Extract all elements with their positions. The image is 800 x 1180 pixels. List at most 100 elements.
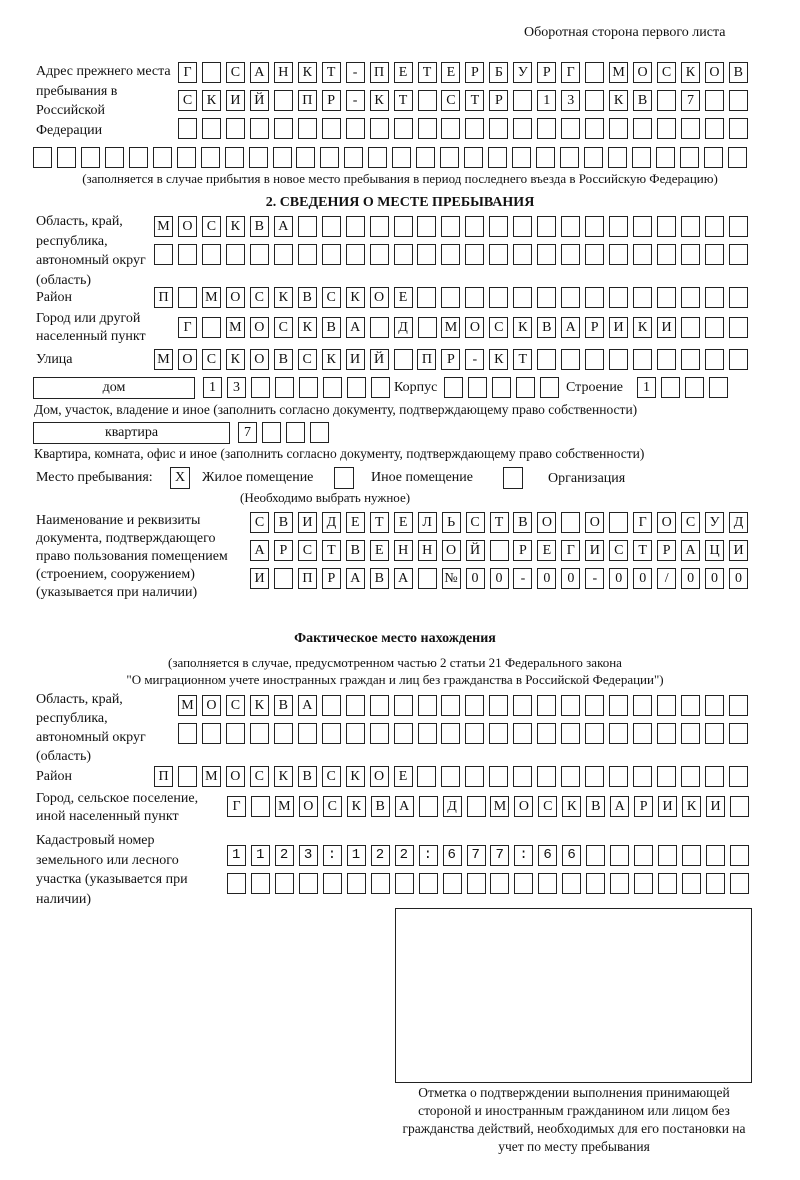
char-cell[interactable]	[297, 216, 317, 237]
char-cell[interactable]	[345, 244, 365, 265]
stay-option-residential-checkbox[interactable]: X	[170, 467, 190, 489]
char-cell[interactable]	[561, 287, 581, 308]
char-cell[interactable]	[658, 873, 678, 894]
char-cell[interactable]	[296, 147, 316, 168]
char-cell[interactable]: В	[249, 216, 269, 237]
char-cell[interactable]	[417, 118, 437, 139]
char-cell[interactable]	[345, 118, 365, 139]
char-cell[interactable]	[273, 723, 293, 744]
char-cell[interactable]: К	[633, 317, 653, 338]
char-cell[interactable]	[537, 723, 557, 744]
char-cell[interactable]	[104, 147, 124, 168]
char-cell[interactable]	[154, 244, 173, 265]
char-cell[interactable]	[655, 147, 675, 168]
char-cell[interactable]	[561, 244, 581, 265]
char-cell[interactable]	[261, 422, 281, 443]
char-cell[interactable]: В	[633, 90, 653, 111]
char-cell[interactable]	[660, 377, 680, 398]
char-cell[interactable]: К	[609, 90, 629, 111]
char-cell[interactable]	[656, 244, 676, 265]
char-cell[interactable]	[321, 723, 341, 744]
char-cell[interactable]	[727, 147, 747, 168]
char-cell[interactable]: С	[321, 287, 341, 308]
char-cell[interactable]	[488, 147, 508, 168]
char-cell[interactable]: А	[273, 216, 293, 237]
char-cell[interactable]: Е	[537, 540, 557, 561]
char-cell[interactable]	[633, 723, 653, 744]
char-cell[interactable]	[680, 244, 700, 265]
char-cell[interactable]	[729, 873, 749, 894]
char-cell[interactable]	[321, 118, 341, 139]
char-cell[interactable]: У	[513, 62, 533, 83]
char-cell[interactable]	[585, 695, 605, 716]
char-cell[interactable]	[634, 845, 654, 866]
char-cell[interactable]: А	[393, 568, 413, 589]
char-cell[interactable]: Е	[369, 540, 389, 561]
char-cell[interactable]	[706, 873, 725, 894]
char-cell[interactable]	[680, 118, 700, 139]
char-cell[interactable]: 0	[633, 568, 653, 589]
char-cell[interactable]: С	[489, 317, 509, 338]
char-cell[interactable]	[225, 244, 245, 265]
char-cell[interactable]: А	[249, 62, 269, 83]
char-cell[interactable]	[680, 216, 700, 237]
char-cell[interactable]: С	[250, 512, 269, 533]
char-cell[interactable]	[656, 349, 676, 370]
char-cell[interactable]: 0	[729, 568, 748, 589]
char-cell[interactable]	[489, 766, 509, 787]
char-cell[interactable]	[274, 873, 294, 894]
char-cell[interactable]	[309, 422, 329, 443]
char-cell[interactable]	[369, 118, 389, 139]
char-cell[interactable]	[417, 568, 437, 589]
char-cell[interactable]	[704, 118, 724, 139]
char-cell[interactable]: В	[297, 766, 317, 787]
char-cell[interactable]: 3	[226, 377, 246, 398]
char-cell[interactable]	[227, 845, 246, 866]
char-cell[interactable]	[513, 244, 533, 265]
char-cell[interactable]	[682, 873, 702, 894]
char-cell[interactable]: И	[658, 796, 678, 817]
char-cell[interactable]: О	[201, 695, 221, 716]
char-cell[interactable]: В	[369, 568, 389, 589]
char-cell[interactable]: А	[681, 540, 701, 561]
char-cell[interactable]: О	[657, 512, 677, 533]
char-cell[interactable]	[370, 873, 390, 894]
char-cell[interactable]: С	[225, 62, 245, 83]
char-cell[interactable]	[441, 244, 461, 265]
char-cell[interactable]	[201, 723, 221, 744]
char-cell[interactable]: П	[154, 766, 173, 787]
char-cell[interactable]	[320, 147, 340, 168]
char-cell[interactable]	[728, 90, 748, 111]
stay-option-other-checkbox[interactable]	[334, 467, 354, 489]
char-cell[interactable]	[273, 90, 293, 111]
char-cell[interactable]	[489, 695, 509, 716]
char-cell[interactable]: С	[249, 287, 269, 308]
char-cell[interactable]: Т	[513, 349, 533, 370]
char-cell[interactable]: В	[537, 317, 557, 338]
char-cell[interactable]	[441, 766, 461, 787]
char-cell[interactable]: -	[345, 62, 365, 83]
char-cell[interactable]	[464, 147, 484, 168]
char-cell[interactable]	[538, 873, 558, 894]
char-cell[interactable]: Д	[729, 512, 748, 533]
char-cell[interactable]: Г	[633, 512, 653, 533]
char-cell[interactable]: А	[394, 796, 414, 817]
char-cell[interactable]	[416, 147, 436, 168]
char-cell[interactable]	[393, 349, 413, 370]
char-cell[interactable]	[682, 845, 702, 866]
char-cell[interactable]: Р	[634, 796, 654, 817]
char-cell[interactable]: К	[345, 766, 365, 787]
char-cell[interactable]: К	[225, 349, 245, 370]
char-cell[interactable]: Р	[585, 317, 605, 338]
char-cell[interactable]: У	[705, 512, 725, 533]
char-cell[interactable]: И	[345, 349, 365, 370]
char-cell[interactable]	[609, 244, 629, 265]
char-cell[interactable]	[297, 723, 317, 744]
char-cell[interactable]	[537, 349, 557, 370]
char-cell[interactable]	[370, 845, 390, 866]
char-cell[interactable]: Ц	[705, 540, 725, 561]
char-cell[interactable]: Р	[489, 90, 509, 111]
char-cell[interactable]: М	[274, 796, 294, 817]
char-cell[interactable]: М	[154, 349, 173, 370]
char-cell[interactable]: С	[249, 766, 269, 787]
